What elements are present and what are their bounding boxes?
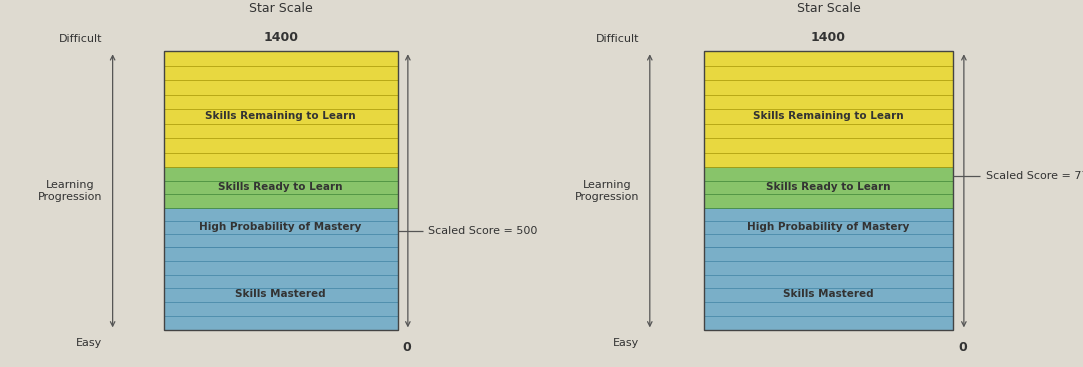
Text: 1400: 1400 [263, 31, 298, 44]
Text: High Probability of Mastery: High Probability of Mastery [747, 222, 910, 232]
Bar [704, 51, 953, 330]
Text: Skills Mastered: Skills Mastered [235, 289, 326, 299]
Text: Learning
Progression: Learning Progression [574, 180, 639, 201]
Text: Skills Remaining to Learn: Skills Remaining to Learn [206, 110, 356, 120]
Bar [164, 167, 397, 208]
Bar [704, 167, 953, 208]
Bar [164, 247, 397, 330]
Bar [164, 51, 397, 330]
Bar [704, 247, 953, 330]
Text: Easy: Easy [76, 338, 103, 348]
Text: Difficult: Difficult [58, 34, 103, 44]
Text: High Probability of Mastery: High Probability of Mastery [199, 222, 362, 232]
Text: Star Scale: Star Scale [797, 2, 860, 15]
Text: Scaled Score = 775: Scaled Score = 775 [986, 171, 1083, 181]
Bar [704, 51, 953, 167]
Text: Skills Ready to Learn: Skills Ready to Learn [767, 182, 890, 193]
Bar [704, 208, 953, 247]
Text: Skills Ready to Learn: Skills Ready to Learn [219, 182, 343, 193]
Text: Star Scale: Star Scale [249, 2, 313, 15]
Text: 0: 0 [403, 341, 412, 354]
Text: 1400: 1400 [811, 31, 846, 44]
Text: Skills Mastered: Skills Mastered [783, 289, 874, 299]
Bar [164, 208, 397, 247]
Bar [164, 51, 397, 167]
Text: Easy: Easy [613, 338, 639, 348]
Text: 0: 0 [958, 341, 967, 354]
Text: Skills Remaining to Learn: Skills Remaining to Learn [753, 110, 904, 120]
Text: Scaled Score = 500: Scaled Score = 500 [428, 226, 537, 236]
Text: Difficult: Difficult [596, 34, 639, 44]
Text: Learning
Progression: Learning Progression [38, 180, 103, 201]
